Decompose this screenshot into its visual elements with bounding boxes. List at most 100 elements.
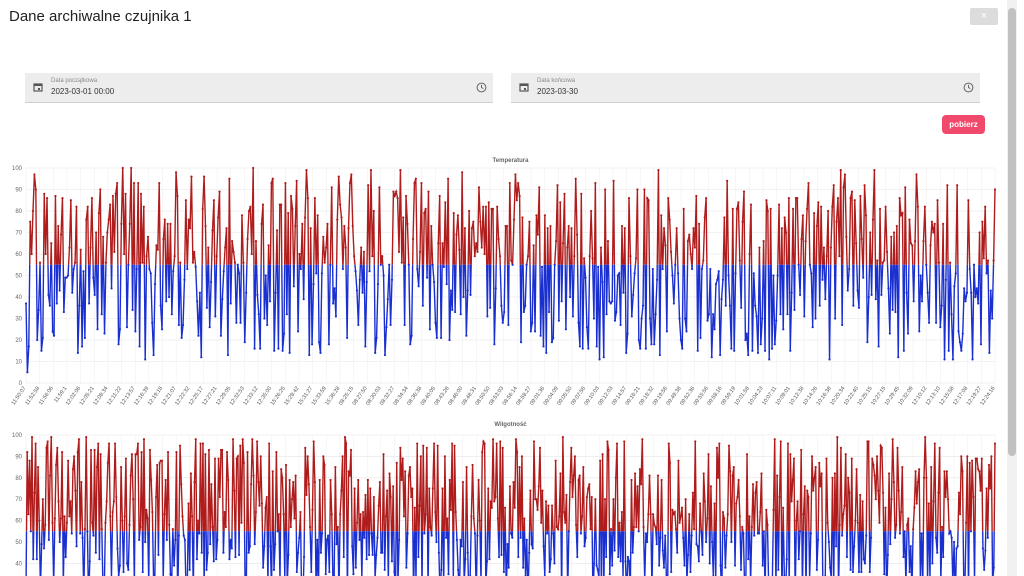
data-point[interactable] xyxy=(637,338,640,342)
data-point[interactable] xyxy=(570,446,573,449)
data-point[interactable] xyxy=(353,487,356,490)
data-point[interactable] xyxy=(191,515,194,518)
data-point[interactable] xyxy=(854,519,857,522)
data-point[interactable] xyxy=(915,173,918,176)
data-point[interactable] xyxy=(187,502,190,505)
data-point[interactable] xyxy=(350,173,353,176)
data-point[interactable] xyxy=(756,351,760,354)
data-point[interactable] xyxy=(838,255,841,258)
data-point[interactable] xyxy=(24,302,28,305)
data-point[interactable] xyxy=(961,470,964,473)
data-point[interactable] xyxy=(473,532,477,535)
data-point[interactable] xyxy=(899,214,903,217)
data-point[interactable] xyxy=(159,304,162,307)
data-point[interactable] xyxy=(252,166,255,170)
data-point[interactable] xyxy=(795,519,798,522)
data-point[interactable] xyxy=(122,570,125,574)
data-point[interactable] xyxy=(56,446,59,449)
data-point[interactable] xyxy=(548,570,551,574)
data-point[interactable] xyxy=(985,487,988,490)
data-point[interactable] xyxy=(908,218,911,221)
data-point[interactable] xyxy=(109,203,112,206)
data-point[interactable] xyxy=(271,177,274,180)
data-point[interactable] xyxy=(984,549,987,552)
data-point[interactable] xyxy=(576,555,579,559)
data-point[interactable] xyxy=(524,304,527,307)
data-point[interactable] xyxy=(116,181,119,185)
data-point[interactable] xyxy=(744,338,747,342)
data-point[interactable] xyxy=(48,474,52,477)
data-point[interactable] xyxy=(428,487,431,490)
data-point[interactable] xyxy=(404,470,407,473)
data-point[interactable] xyxy=(240,521,243,524)
data-point[interactable] xyxy=(623,227,626,230)
data-point[interactable] xyxy=(861,500,864,503)
data-point[interactable] xyxy=(572,474,575,477)
data-point[interactable] xyxy=(539,334,542,337)
data-point[interactable] xyxy=(863,184,866,187)
data-point[interactable] xyxy=(97,212,101,215)
data-point[interactable] xyxy=(218,190,221,193)
data-point[interactable] xyxy=(113,442,117,445)
data-point[interactable] xyxy=(738,259,741,262)
data-point[interactable] xyxy=(604,188,607,191)
data-point[interactable] xyxy=(273,349,276,352)
data-point[interactable] xyxy=(75,205,78,208)
data-point[interactable] xyxy=(630,315,633,318)
data-point[interactable] xyxy=(742,532,745,535)
data-point[interactable] xyxy=(874,298,877,301)
data-point[interactable] xyxy=(901,212,904,215)
data-point[interactable] xyxy=(437,551,440,554)
data-point[interactable] xyxy=(780,227,783,230)
data-point[interactable] xyxy=(172,564,176,567)
data-point[interactable] xyxy=(309,227,312,230)
data-point[interactable] xyxy=(341,267,345,271)
data-point[interactable] xyxy=(452,212,455,215)
data-point[interactable] xyxy=(731,207,734,210)
clock-icon[interactable] xyxy=(963,82,974,93)
data-point[interactable] xyxy=(670,570,673,574)
data-point[interactable] xyxy=(340,489,343,492)
data-point[interactable] xyxy=(449,508,453,511)
data-point[interactable] xyxy=(535,498,538,501)
data-point[interactable] xyxy=(634,257,638,260)
data-point[interactable] xyxy=(956,184,959,187)
data-point[interactable] xyxy=(34,442,37,445)
data-point[interactable] xyxy=(878,207,882,210)
data-point[interactable] xyxy=(979,343,983,346)
data-point[interactable] xyxy=(685,330,688,333)
data-point[interactable] xyxy=(747,353,750,357)
data-point[interactable] xyxy=(968,267,971,271)
data-point[interactable] xyxy=(800,237,803,241)
data-point[interactable] xyxy=(668,218,671,221)
data-point[interactable] xyxy=(920,300,924,303)
data-point[interactable] xyxy=(388,263,391,266)
data-point[interactable] xyxy=(358,538,361,541)
data-point[interactable] xyxy=(274,543,277,546)
data-point[interactable] xyxy=(146,517,149,520)
data-point[interactable] xyxy=(884,506,887,509)
data-point[interactable] xyxy=(549,224,552,228)
data-point[interactable] xyxy=(694,440,697,443)
data-point[interactable] xyxy=(528,220,531,223)
data-point[interactable] xyxy=(918,468,921,471)
data-point[interactable] xyxy=(172,270,175,273)
data-point[interactable] xyxy=(883,259,886,262)
data-point[interactable] xyxy=(198,532,201,535)
data-point[interactable] xyxy=(692,528,696,531)
data-point[interactable] xyxy=(461,171,464,174)
data-point[interactable] xyxy=(252,474,255,477)
data-point[interactable] xyxy=(422,444,425,447)
data-point[interactable] xyxy=(755,315,758,318)
data-point[interactable] xyxy=(713,328,716,331)
data-point[interactable] xyxy=(843,173,847,176)
data-point[interactable] xyxy=(445,283,448,286)
data-point[interactable] xyxy=(791,207,795,210)
data-point[interactable] xyxy=(329,478,332,482)
data-point[interactable] xyxy=(664,244,667,247)
data-point[interactable] xyxy=(106,461,109,464)
data-point[interactable] xyxy=(94,551,97,554)
data-point[interactable] xyxy=(230,547,233,550)
data-point[interactable] xyxy=(845,235,848,238)
scrollbar-thumb[interactable] xyxy=(1008,8,1016,456)
